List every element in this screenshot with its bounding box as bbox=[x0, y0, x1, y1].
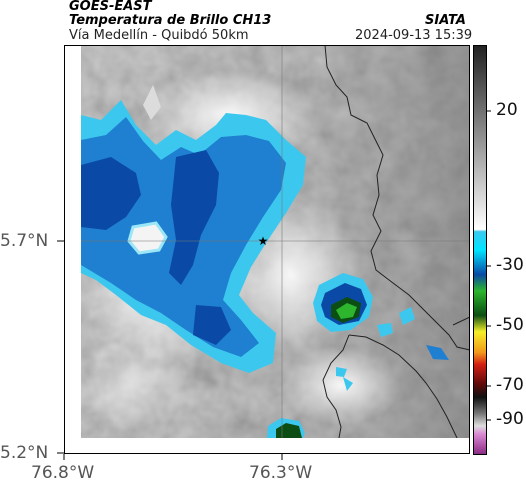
product-title: Temperatura de Brillo CH13 bbox=[69, 13, 272, 28]
bright-cloud bbox=[81, 340, 191, 430]
colorbar bbox=[473, 45, 487, 455]
cell-green bbox=[336, 303, 357, 319]
cb-label: 20 bbox=[496, 100, 518, 120]
x-tick-label: 76.8°W bbox=[31, 463, 95, 483]
cb-label: -90 bbox=[496, 409, 524, 429]
bright-cloud bbox=[281, 345, 401, 425]
cloud-core-deep-blue bbox=[81, 157, 141, 230]
cloud-core-deep-blue bbox=[193, 305, 231, 345]
colorbar-ticks bbox=[486, 110, 491, 421]
datetime-label: 2024-09-13 15:39 bbox=[355, 28, 473, 43]
route-label: Vía Medellín - Quibdó 50km bbox=[69, 28, 249, 43]
location-marker: ★ bbox=[258, 234, 269, 248]
small-cell bbox=[377, 323, 393, 337]
satellite-title: GOES-EAST bbox=[69, 0, 152, 14]
south-cell-core bbox=[276, 423, 302, 438]
cloud-core-deep-blue bbox=[169, 150, 219, 285]
x-tick-label: 76.3°W bbox=[249, 463, 313, 483]
brightness-temperature-map: ★ bbox=[81, 45, 470, 438]
small-cell bbox=[343, 377, 353, 391]
y-tick-label: 5.2°N bbox=[0, 443, 49, 463]
border-line bbox=[348, 334, 458, 438]
border-line bbox=[452, 316, 470, 326]
small-cell bbox=[426, 345, 449, 360]
small-cell bbox=[336, 367, 347, 377]
y-tick-label: 5.7°N bbox=[0, 231, 49, 251]
cb-label: -50 bbox=[496, 315, 524, 335]
colorbar-gradient bbox=[473, 45, 487, 455]
cb-label: -30 bbox=[496, 255, 524, 275]
border-line bbox=[324, 45, 470, 351]
border-line bbox=[322, 334, 350, 438]
small-cell bbox=[399, 307, 415, 325]
cloud-gap bbox=[143, 85, 161, 120]
cb-label: -70 bbox=[496, 375, 524, 395]
org-label: SIATA bbox=[425, 13, 466, 28]
